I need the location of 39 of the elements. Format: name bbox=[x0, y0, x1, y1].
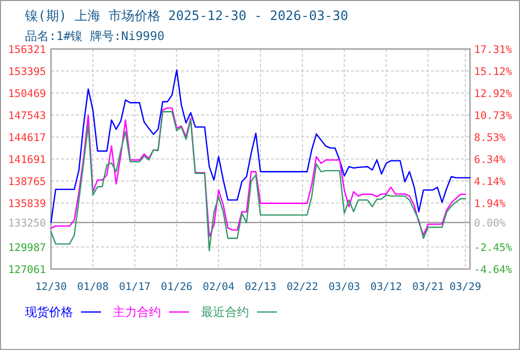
y-tick-label: 156321 bbox=[8, 44, 46, 56]
y2-tick-label: 10.73% bbox=[474, 110, 513, 122]
line-series bbox=[50, 69, 471, 224]
x-tick-label: 01/08 bbox=[77, 281, 109, 293]
chart-title: 镍(期) 上海 市场价格 2025-12-30 - 2026-03-30 bbox=[24, 9, 348, 24]
y-tick-label: 144617 bbox=[8, 132, 46, 144]
chart-subtitle: 品名:1#镍 牌号:Ni9990 bbox=[25, 29, 164, 43]
x-tick-label: 01/26 bbox=[160, 281, 193, 293]
y2-tick-label: 6.34% bbox=[474, 154, 506, 166]
x-tick-label: 03/21 bbox=[412, 281, 444, 293]
y2-tick-label: 4.14% bbox=[474, 176, 506, 188]
y-tick-label: 135839 bbox=[8, 198, 46, 210]
x-tick-label: 03/12 bbox=[370, 281, 402, 293]
y-tick-label: 147543 bbox=[8, 110, 46, 122]
y-tick-label: 150469 bbox=[8, 88, 46, 100]
y2-tick-label: 8.53% bbox=[474, 132, 506, 144]
y-tick-label: 153395 bbox=[8, 66, 46, 78]
y2-tick-label: 17.31% bbox=[474, 44, 513, 56]
legend-label: 现货价格 bbox=[25, 305, 73, 319]
y-tick-label: 127061 bbox=[8, 264, 46, 276]
legend-label: 最近合约 bbox=[201, 305, 249, 319]
x-tick-label: 02/04 bbox=[202, 281, 234, 293]
x-tick-label: 02/13 bbox=[244, 281, 276, 293]
y2-tick-label: 15.12% bbox=[474, 66, 513, 78]
y2-tick-label: -4.64% bbox=[474, 264, 513, 276]
x-tick-label: 02/22 bbox=[286, 281, 318, 293]
y-tick-label: 138765 bbox=[8, 176, 46, 188]
y2-tick-label: -2.45% bbox=[474, 242, 513, 254]
y2-tick-label: 0.00% bbox=[474, 217, 506, 230]
y2-tick-label: 1.94% bbox=[474, 198, 506, 210]
y-tick-label: 129987 bbox=[8, 242, 46, 254]
legend-label: 主力合约 bbox=[113, 305, 161, 319]
x-tick-label: 03/03 bbox=[328, 281, 360, 293]
y-tick-label: 141691 bbox=[8, 154, 46, 166]
x-tick-label: 03/29 bbox=[450, 281, 482, 293]
x-tick-label: 01/17 bbox=[118, 281, 151, 293]
x-tick-label: 12/30 bbox=[35, 281, 67, 293]
y2-tick-label: 12.92% bbox=[474, 88, 513, 100]
y-tick-label: 133250 bbox=[8, 217, 46, 230]
